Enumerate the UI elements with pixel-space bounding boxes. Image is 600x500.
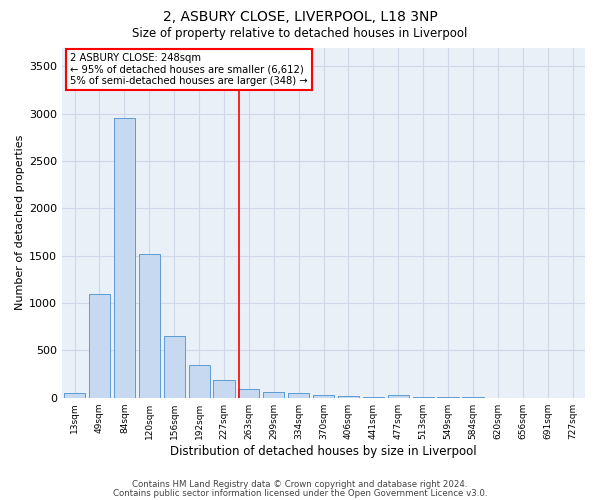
Bar: [338, 396, 359, 398]
Text: Contains public sector information licensed under the Open Government Licence v3: Contains public sector information licen…: [113, 488, 487, 498]
Bar: [64, 393, 85, 398]
Text: 2 ASBURY CLOSE: 248sqm
← 95% of detached houses are smaller (6,612)
5% of semi-d: 2 ASBURY CLOSE: 248sqm ← 95% of detached…: [70, 53, 308, 86]
Bar: [164, 336, 185, 398]
Bar: [139, 254, 160, 398]
Text: Size of property relative to detached houses in Liverpool: Size of property relative to detached ho…: [133, 28, 467, 40]
Y-axis label: Number of detached properties: Number of detached properties: [15, 135, 25, 310]
Bar: [89, 294, 110, 398]
Text: Contains HM Land Registry data © Crown copyright and database right 2024.: Contains HM Land Registry data © Crown c…: [132, 480, 468, 489]
Bar: [363, 397, 384, 398]
Bar: [288, 393, 309, 398]
Bar: [238, 389, 259, 398]
X-axis label: Distribution of detached houses by size in Liverpool: Distribution of detached houses by size …: [170, 444, 477, 458]
Text: 2, ASBURY CLOSE, LIVERPOOL, L18 3NP: 2, ASBURY CLOSE, LIVERPOOL, L18 3NP: [163, 10, 437, 24]
Bar: [188, 365, 209, 398]
Bar: [263, 392, 284, 398]
Bar: [388, 395, 409, 398]
Bar: [313, 395, 334, 398]
Bar: [214, 380, 235, 398]
Bar: [114, 118, 135, 398]
